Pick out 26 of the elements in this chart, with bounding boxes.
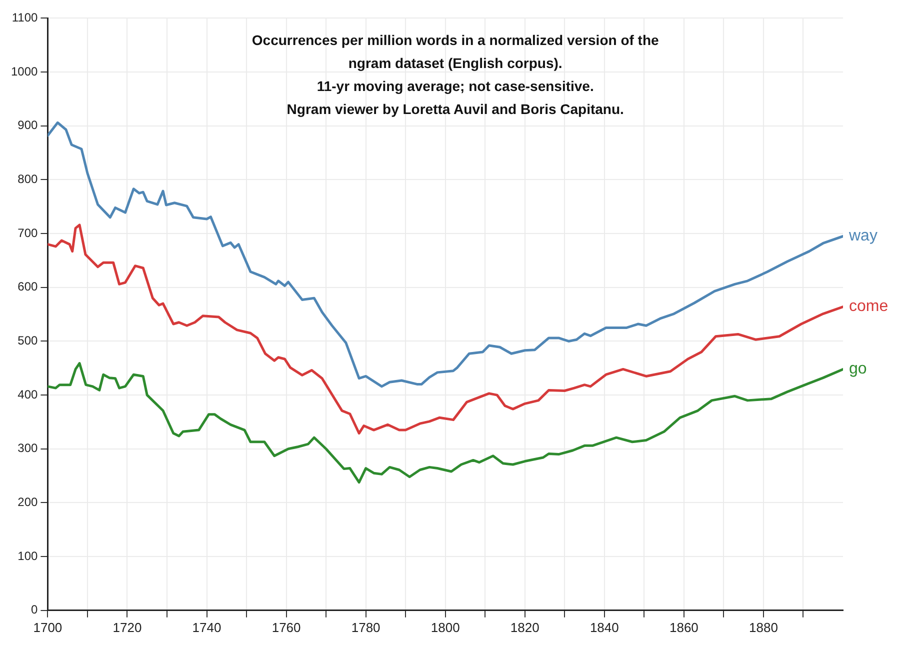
y-tick-label: 1000 (10, 64, 38, 78)
x-tick-label: 1780 (351, 620, 380, 635)
x-tick-label: 1800 (430, 620, 460, 635)
series-label: go (849, 360, 867, 378)
y-tick-label: 900 (18, 118, 38, 132)
y-tick-label: 500 (18, 334, 38, 348)
y-tick-label: 700 (18, 226, 38, 240)
x-tick-label: 1760 (272, 620, 301, 635)
y-tick-label: 1100 (12, 10, 38, 25)
y-tick-label: 100 (18, 548, 38, 563)
x-tick-label: 1740 (192, 620, 222, 635)
y-tick-label: 400 (18, 387, 38, 402)
series-label: way (848, 228, 878, 245)
y-tick-label: 600 (18, 280, 38, 294)
y-tick-label: 0 (31, 602, 38, 617)
y-tick-label: 800 (18, 172, 38, 186)
x-tick-label: 1880 (749, 620, 778, 635)
text: Occurrences per million words in a normalized version of the ngram dataset (English corpus). 11-yr moving average; not case-sensitive. Ngram viewer by Loretta Auvil and Boris Capitanu. (252, 32, 659, 118)
x-tick-label: 1700 (33, 620, 62, 635)
x-tick-label: 1720 (112, 620, 142, 635)
y-tick-label: 300 (18, 441, 38, 456)
x-tick-label: 1820 (510, 620, 540, 635)
y-tick-label: 200 (18, 495, 38, 510)
x-tick-label: 1860 (669, 620, 698, 635)
x-tick-label: 1840 (590, 620, 619, 635)
series-label: come (849, 298, 888, 316)
